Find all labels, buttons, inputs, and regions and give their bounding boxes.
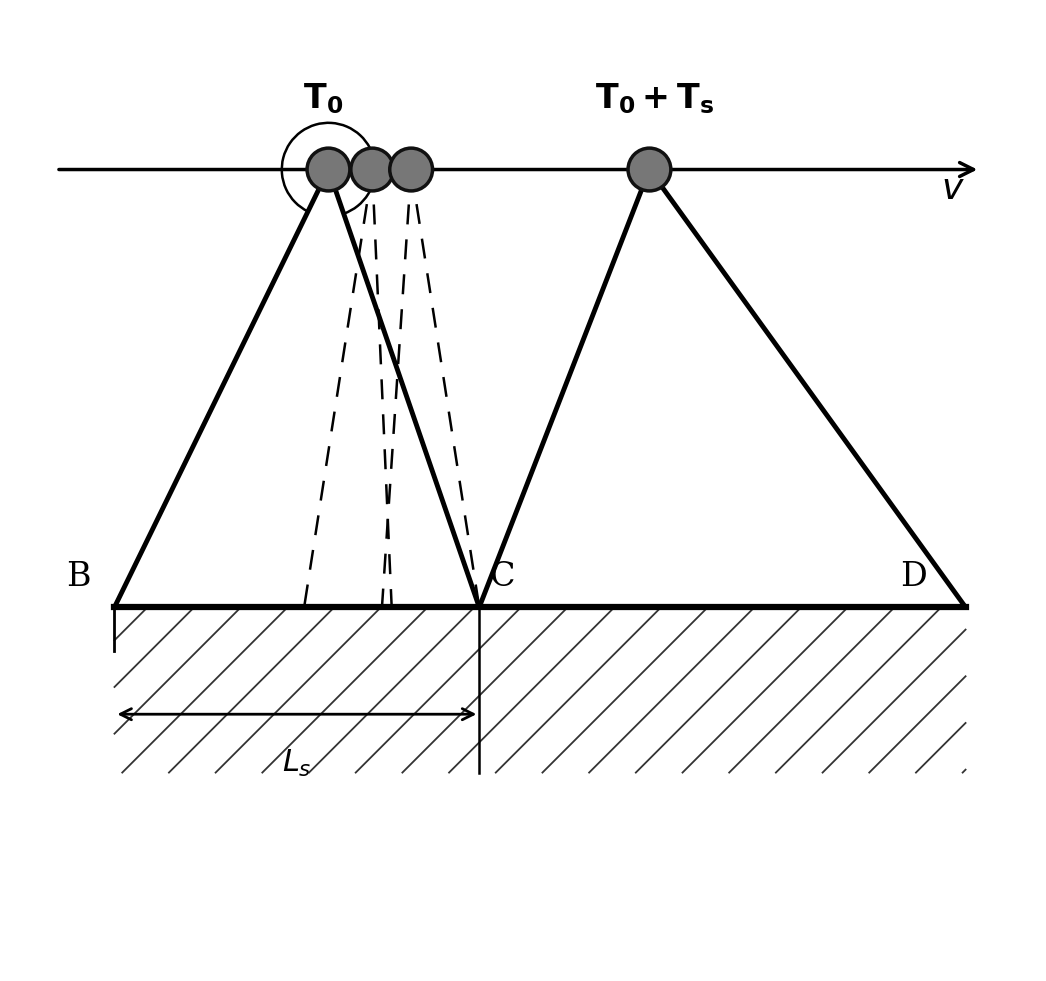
Text: $\mathbf{T_0 + T_s}$: $\mathbf{T_0 + T_s}$ [595, 81, 714, 116]
Circle shape [390, 148, 433, 191]
Text: D: D [900, 560, 927, 593]
Text: $L_s$: $L_s$ [282, 749, 312, 779]
Text: C: C [488, 560, 515, 593]
Bar [114, 607, 965, 773]
Circle shape [628, 148, 670, 191]
Text: $v$: $v$ [941, 172, 965, 206]
Circle shape [308, 148, 349, 191]
Text: $\mathbf{T_0}$: $\mathbf{T_0}$ [303, 81, 344, 116]
Text: B: B [66, 560, 90, 593]
Circle shape [350, 148, 393, 191]
